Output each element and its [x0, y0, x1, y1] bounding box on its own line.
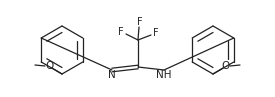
- Text: F: F: [153, 28, 159, 38]
- Text: F: F: [137, 17, 143, 27]
- Text: N: N: [108, 71, 116, 81]
- Text: O: O: [45, 61, 53, 71]
- Text: F: F: [118, 27, 124, 37]
- Text: O: O: [222, 61, 230, 71]
- Text: NH: NH: [156, 71, 172, 81]
